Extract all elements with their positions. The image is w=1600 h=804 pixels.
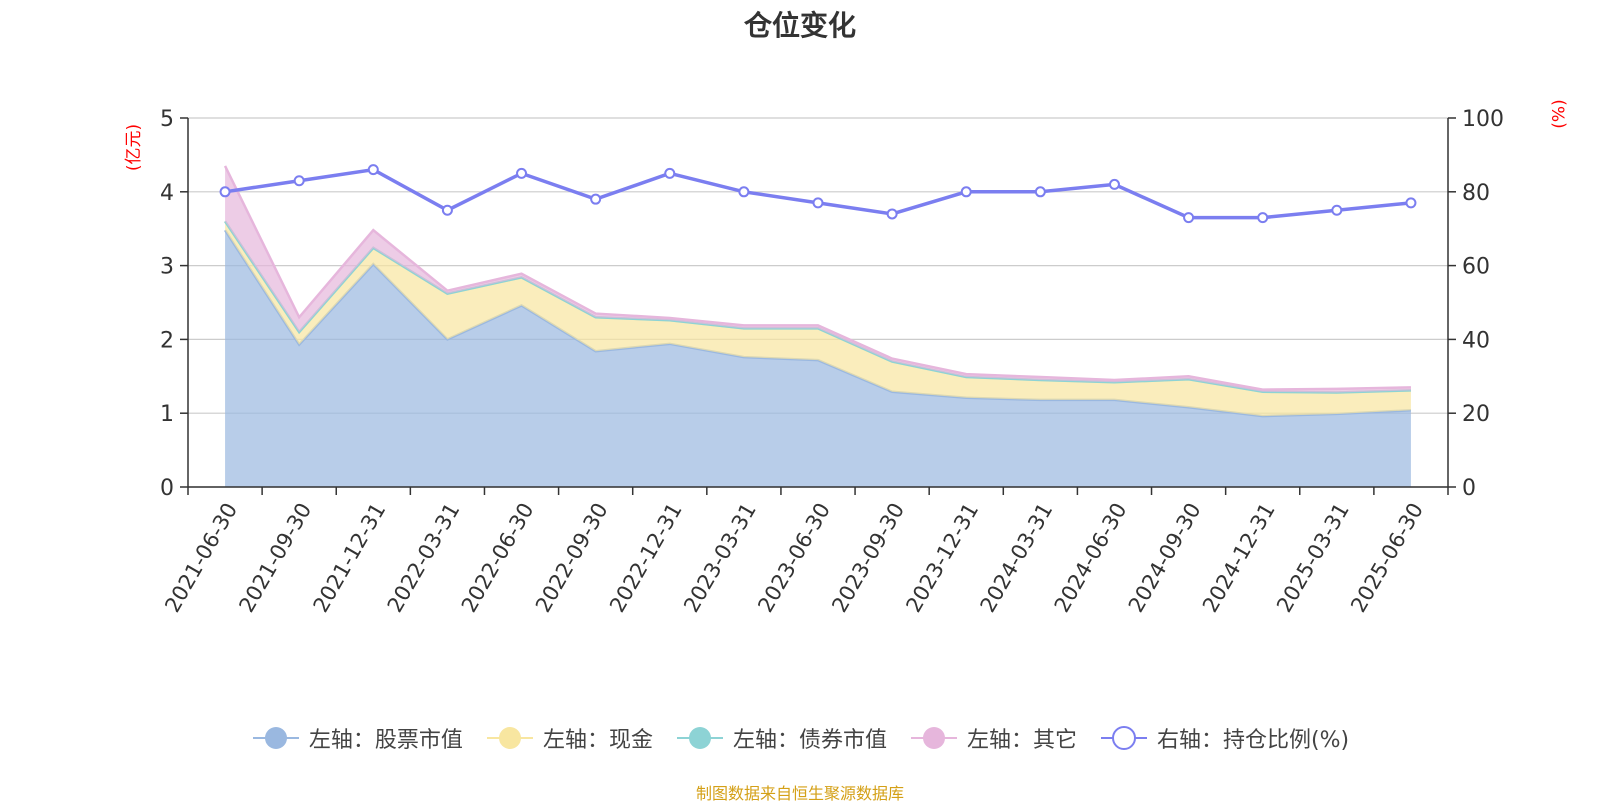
x-tick-label-3: 2022-03-31: [383, 499, 465, 617]
x-tick-label-1: 2021-09-30: [234, 499, 316, 617]
legend-label-position-ratio: 右轴：持仓比例(%): [1156, 728, 1350, 753]
point-position-ratio-14: [1257, 212, 1269, 224]
x-tick-label-6: 2022-12-31: [605, 499, 687, 617]
right-tick-label-0: 0: [1462, 476, 1476, 501]
x-tick-label-10: 2023-12-31: [901, 499, 983, 617]
legend-swatch-stock: [252, 727, 299, 749]
x-tick-label-16: 2025-06-30: [1346, 499, 1428, 617]
line-series-3: [223, 165, 1411, 391]
x-tick-label-0: 2021-06-30: [160, 499, 242, 617]
point-position-ratio-16: [1405, 197, 1417, 209]
chart-legend: 左轴：股票市值 左轴：现金 左轴：债券市值 左轴：其它 右轴：持仓比例(%): [0, 722, 1600, 754]
point-position-ratio-12: [1108, 178, 1120, 190]
legend-swatch-bond: [676, 727, 723, 749]
data-source-note: 制图数据来自恒生聚源数据库: [695, 784, 904, 803]
area-series-1: [225, 221, 1411, 417]
legend-swatch-cash: [486, 727, 533, 749]
right-tick-label-2: 40: [1462, 328, 1490, 353]
legend-label-stock: 左轴：股票市值: [308, 728, 463, 753]
left-tick-label-5: 5: [160, 107, 174, 132]
point-position-ratio-11: [1034, 186, 1046, 198]
legend-item-other[interactable]: 左轴：其它: [909, 722, 1077, 754]
left-tick-label-1: 1: [160, 402, 174, 427]
point-position-ratio-2: [367, 164, 379, 176]
point-position-ratio-15: [1331, 204, 1343, 216]
x-tick-label-11: 2024-03-31: [976, 499, 1058, 617]
legend-item-position-ratio[interactable]: 右轴：持仓比例(%): [1099, 722, 1349, 754]
point-position-ratio-3: [441, 204, 453, 216]
x-tick-label-9: 2023-09-30: [827, 499, 909, 617]
left-tick-label-2: 2: [160, 328, 174, 353]
right-tick-label-1: 20: [1462, 402, 1490, 427]
point-position-ratio-13: [1183, 212, 1195, 224]
point-position-ratio-10: [960, 186, 972, 198]
area-series-0: [225, 230, 1411, 487]
legend-label-other: 左轴：其它: [966, 728, 1077, 753]
point-position-ratio-4: [516, 167, 528, 179]
legend-swatch-other: [910, 727, 957, 749]
x-tick-label-12: 2024-06-30: [1050, 499, 1132, 617]
right-tick-label-5: 100: [1462, 107, 1504, 132]
point-position-ratio-7: [738, 186, 750, 198]
chart-plot: 0123450204060801002021-06-302021-09-3020…: [160, 107, 1504, 617]
legend-swatch-position-ratio: [1100, 726, 1147, 750]
right-tick-label-4: 80: [1462, 181, 1490, 206]
point-position-ratio-5: [590, 193, 602, 205]
legend-item-stock[interactable]: 左轴：股票市值: [251, 722, 463, 754]
x-tick-label-14: 2024-12-31: [1198, 499, 1280, 617]
legend-label-bond: 左轴：债券市值: [732, 728, 887, 753]
x-tick-label-2: 2021-12-31: [309, 499, 391, 617]
x-tick-label-15: 2025-03-31: [1272, 499, 1354, 617]
line-position-ratio: [224, 167, 1412, 220]
left-tick-label-3: 3: [160, 255, 174, 280]
x-tick-label-5: 2022-09-30: [531, 499, 613, 617]
x-tick-label-7: 2023-03-31: [679, 499, 761, 617]
legend-item-cash[interactable]: 左轴：现金: [485, 722, 653, 754]
point-position-ratio-6: [664, 167, 676, 179]
x-tick-label-4: 2022-06-30: [457, 499, 539, 617]
chart-title: 仓位变化: [743, 9, 856, 42]
right-tick-label-3: 60: [1462, 255, 1490, 280]
legend-label-cash: 左轴：现金: [542, 728, 653, 753]
legend-item-bond[interactable]: 左轴：债券市值: [675, 722, 887, 754]
x-tick-label-13: 2024-09-30: [1124, 499, 1206, 617]
point-position-ratio-0: [219, 186, 231, 198]
point-position-ratio-9: [886, 208, 898, 220]
x-tick-label-8: 2023-06-30: [753, 499, 835, 617]
left-tick-label-4: 4: [160, 181, 174, 206]
point-position-ratio-1: [293, 175, 305, 187]
point-position-ratio-8: [812, 197, 824, 209]
left-tick-label-0: 0: [160, 476, 174, 501]
